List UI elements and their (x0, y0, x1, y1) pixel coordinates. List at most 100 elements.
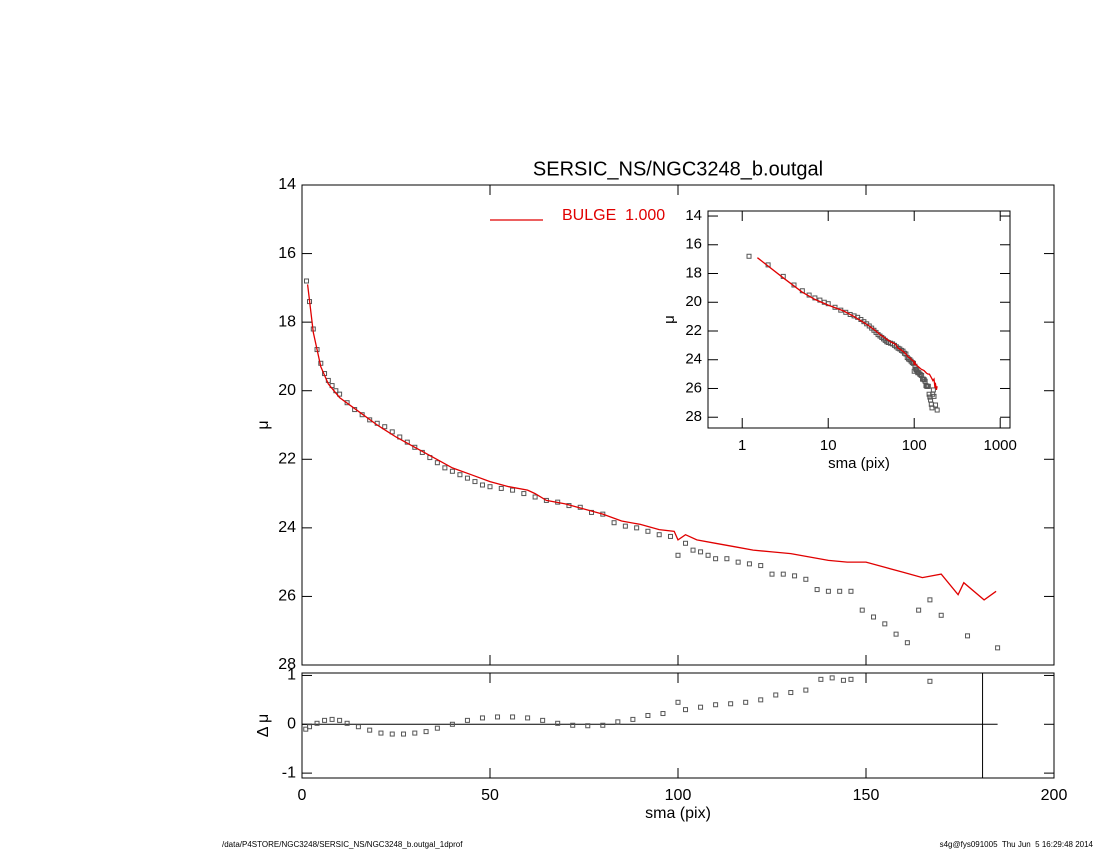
data-point (472, 479, 478, 485)
data-point (457, 472, 463, 478)
x-tick-label: 100 (902, 437, 927, 454)
data-point (532, 494, 538, 500)
data-point (585, 723, 591, 729)
x-axis-label: sma (pix) (828, 455, 890, 472)
y-tick-label: 24 (278, 519, 296, 536)
y-tick-label: 16 (685, 236, 702, 253)
data-point (314, 720, 320, 726)
data-point (925, 383, 931, 389)
data-point (901, 350, 907, 356)
data-point (645, 528, 651, 534)
data-point (367, 417, 373, 423)
data-point (758, 563, 764, 569)
data-point (780, 571, 786, 577)
data-point (803, 687, 809, 693)
data-point (938, 612, 944, 618)
x-tick-label: 200 (1041, 787, 1068, 804)
data-point (487, 484, 493, 490)
data-point (930, 387, 936, 393)
data-point (611, 520, 617, 526)
data-point (498, 485, 504, 491)
data-point (848, 676, 854, 682)
data-point (893, 631, 899, 637)
data-point (600, 722, 606, 728)
data-point (307, 724, 313, 730)
data-point (355, 724, 361, 730)
data-point (667, 533, 673, 539)
footer-right: s4g@fys091005 Thu Jun 5 16:29:48 2014 (940, 840, 1094, 849)
data-point (367, 727, 373, 733)
plot-frame (707, 210, 1011, 429)
data-point (803, 576, 809, 582)
data-point (479, 482, 485, 488)
data-point (337, 391, 343, 397)
data-point (746, 561, 752, 567)
y-tick-label: 22 (278, 451, 296, 468)
y-axis-label: μ (661, 315, 678, 324)
data-point (698, 704, 704, 710)
data-point (622, 523, 628, 529)
data-point (510, 487, 516, 493)
data-point (322, 717, 328, 723)
data-point (904, 640, 910, 646)
data-point (829, 675, 835, 681)
x-tick-label: 1000 (984, 437, 1017, 454)
data-point (412, 444, 418, 450)
data-point (713, 702, 719, 708)
data-point (818, 676, 824, 682)
y-tick-label: 20 (685, 293, 702, 310)
data-point (746, 253, 752, 259)
data-point (344, 400, 350, 406)
data-point (304, 278, 310, 284)
data-point (882, 621, 888, 627)
model-line (757, 257, 938, 391)
y-tick-label: 20 (278, 382, 296, 399)
data-point (634, 525, 640, 531)
data-point (615, 719, 621, 725)
x-axis-label: sma (pix) (645, 805, 711, 822)
data-point (859, 607, 865, 613)
data-point (630, 716, 636, 722)
data-point (871, 614, 877, 620)
data-point (690, 547, 696, 553)
y-tick-label: -1 (282, 764, 296, 781)
y-tick-label: 28 (685, 408, 702, 425)
data-point (705, 552, 711, 558)
data-point (540, 717, 546, 723)
y-tick-label: 16 (278, 245, 296, 262)
data-point (423, 729, 429, 735)
data-point (965, 633, 971, 639)
x-tick-label: 10 (820, 437, 837, 454)
data-point (675, 699, 681, 705)
x-tick-label: 50 (481, 787, 499, 804)
data-point (645, 712, 651, 718)
data-point (449, 468, 455, 474)
data-point (683, 540, 689, 546)
data-point (449, 721, 455, 727)
data-point (934, 407, 940, 413)
data-point (743, 699, 749, 705)
data-point (660, 711, 666, 717)
x-tick-label: 1 (738, 437, 746, 454)
data-point (389, 731, 395, 737)
data-point (401, 731, 407, 737)
data-point (769, 571, 775, 577)
data-point (521, 491, 527, 497)
data-point (434, 725, 440, 731)
y-tick-label: 14 (685, 207, 702, 224)
y-tick-label: 26 (685, 379, 702, 396)
data-point (792, 573, 798, 579)
data-point (412, 730, 418, 736)
data-point (329, 716, 335, 722)
data-point (735, 559, 741, 565)
y-tick-label: 18 (685, 264, 702, 281)
y-tick-label: 26 (278, 588, 296, 605)
data-point (995, 645, 1001, 651)
data-point (758, 697, 764, 703)
y-tick-label: 22 (685, 322, 702, 339)
data-point (378, 730, 384, 736)
data-point (675, 552, 681, 558)
data-point (382, 424, 388, 430)
data-point (848, 588, 854, 594)
